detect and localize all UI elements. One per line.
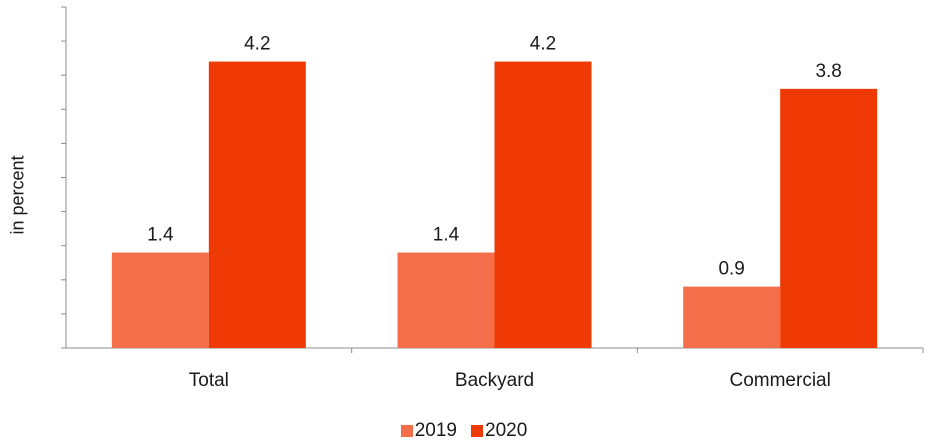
legend-swatch-2020 bbox=[471, 425, 483, 437]
bar-2019-total bbox=[111, 252, 209, 348]
data-label: 1.4 bbox=[147, 225, 174, 246]
legend-item-2019: 2019 bbox=[400, 420, 457, 442]
data-labels: 1.4 4.2 1.4 4.2 0.9 3.8 bbox=[147, 34, 842, 280]
legend: 2019 2020 bbox=[0, 420, 928, 442]
y-axis-title: in percent bbox=[7, 155, 28, 235]
x-tick-label: Backyard bbox=[455, 370, 534, 391]
x-tick-label: Commercial bbox=[729, 370, 830, 391]
bar-2020-commercial bbox=[780, 88, 878, 348]
legend-label-2019: 2019 bbox=[414, 420, 457, 441]
data-label: 0.9 bbox=[718, 259, 744, 280]
bars bbox=[111, 61, 878, 349]
bar-2020-total bbox=[208, 61, 306, 349]
data-label: 4.2 bbox=[244, 34, 270, 55]
x-axis: Total Backyard Commercial bbox=[66, 347, 924, 391]
data-label: 3.8 bbox=[815, 61, 841, 82]
y-axis bbox=[61, 6, 67, 349]
legend-swatch-2019 bbox=[400, 425, 413, 437]
bar-2019-commercial bbox=[683, 286, 781, 348]
bar-2020-backyard bbox=[494, 61, 592, 349]
y-axis-title-wrap: in percent bbox=[8, 155, 28, 234]
x-tick-label: Total bbox=[189, 370, 229, 391]
bar-2019-backyard bbox=[397, 252, 495, 348]
legend-label-2020: 2020 bbox=[485, 420, 528, 441]
legend-item-2020: 2020 bbox=[471, 420, 527, 442]
data-label: 1.4 bbox=[433, 225, 460, 246]
data-label: 4.2 bbox=[530, 34, 556, 55]
